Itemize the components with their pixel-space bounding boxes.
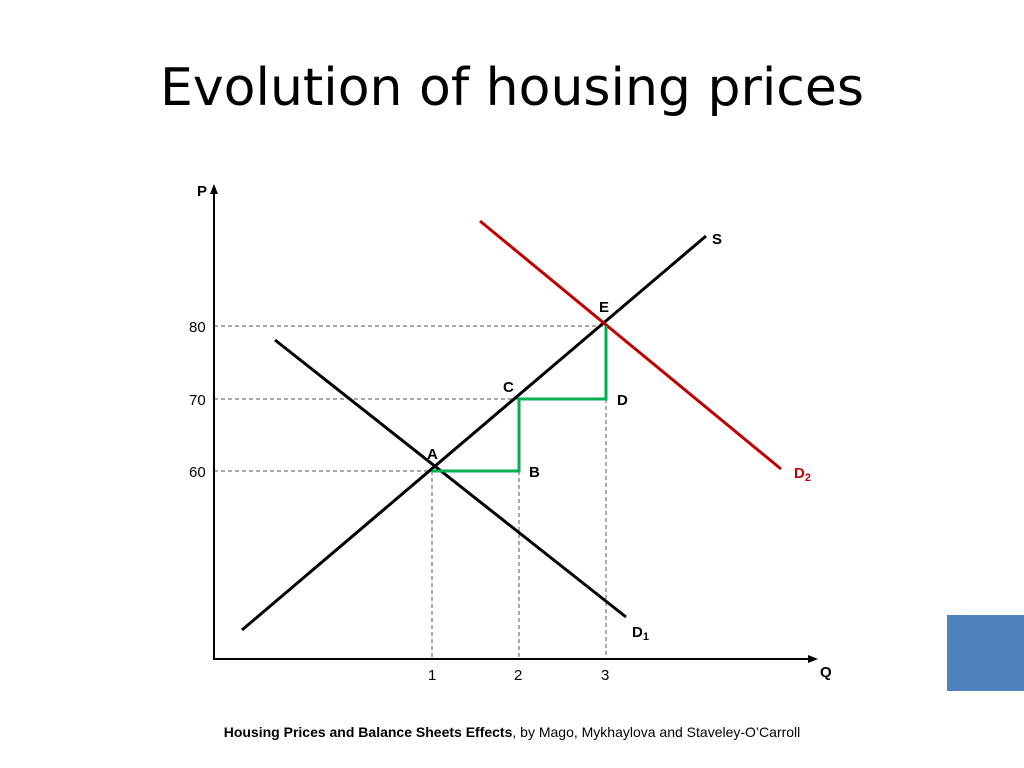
- y-axis-label: P: [197, 183, 207, 200]
- y-axis-arrow: [210, 184, 218, 194]
- x-tick-1: 1: [428, 667, 436, 684]
- x-tick-3: 3: [601, 667, 609, 684]
- demand2-label-sub: 2: [805, 472, 811, 484]
- supply-line: [241, 234, 707, 632]
- supply-label: S: [712, 231, 722, 248]
- point-label-a: A: [427, 446, 438, 463]
- y-tick-70: 70: [189, 392, 206, 409]
- demand2-label-main: D: [794, 465, 805, 482]
- footer-title: Housing Prices and Balance Sheets Effect…: [223, 724, 513, 740]
- y-tick-60: 60: [189, 464, 206, 481]
- slide-title: Evolution of housing prices: [160, 58, 864, 118]
- y-tick-80: 80: [189, 319, 206, 336]
- x-axis-label: Q: [820, 664, 832, 681]
- demand2-label: D2: [794, 465, 811, 484]
- demand1-label-main: D: [632, 624, 643, 641]
- x-axis-arrow: [808, 655, 818, 663]
- accent-box: [947, 615, 1024, 691]
- demand2-line: [479, 219, 782, 471]
- x-tick-2: 2: [514, 667, 522, 684]
- point-label-c: C: [503, 379, 514, 396]
- demand1-line: [274, 338, 627, 619]
- demand1-label-sub: 1: [643, 631, 649, 643]
- point-label-d: D: [617, 392, 628, 409]
- footer-citation: Housing Prices and Balance Sheets Effect…: [0, 724, 1024, 740]
- price-path: [432, 326, 608, 473]
- point-label-e: E: [599, 299, 609, 316]
- point-label-b: B: [529, 464, 540, 481]
- guide-lines: [214, 325, 607, 658]
- footer-byline: , by Mago, Mykhaylova and Staveley-O’Car…: [512, 724, 801, 740]
- demand1-label: D1: [632, 624, 649, 643]
